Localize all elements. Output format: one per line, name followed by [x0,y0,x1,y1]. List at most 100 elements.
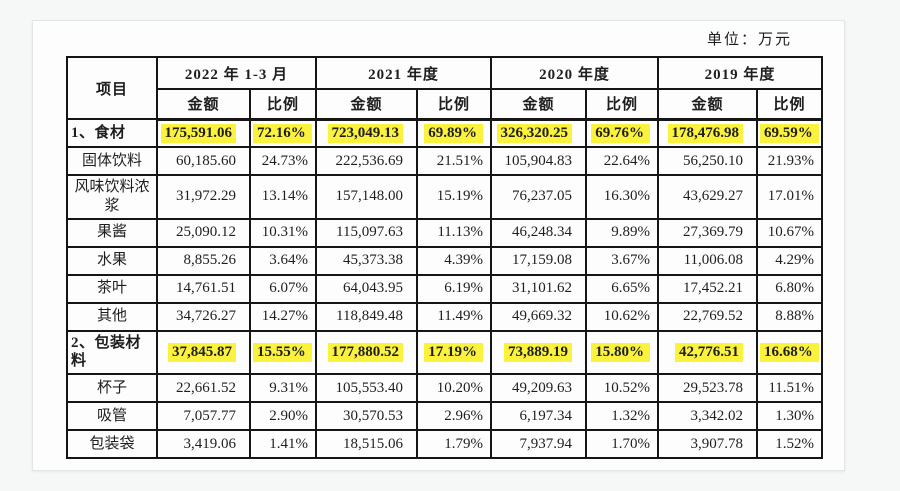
procurement-table: 项目 2022 年 1-3 月 2021 年度 2020 年度 2019 年度 … [66,56,824,459]
column-header-ratio: 比例 [249,88,317,121]
amount-cell: 31,101.62 [490,273,588,304]
amount-cell: 43,629.27 [657,174,759,220]
ratio-cell: 1.32% [585,401,660,431]
row-label: 吸管 [66,401,158,431]
ratio-cell: 1.52% [756,429,824,459]
ratio-cell: 10.52% [585,373,660,403]
ratio-cell: 24.73% [249,146,317,176]
amount-cell: 3,419.06 [156,429,251,459]
column-header-amount: 金额 [315,88,418,121]
ratio-cell: 6.19% [415,273,493,304]
ratio-cell: 1.30% [756,401,824,431]
ratio-cell: 10.31% [249,217,317,248]
ratio-cell: 10.62% [585,301,660,332]
row-label: 风味饮料浓浆 [66,174,158,220]
table-row: 固体饮料 60,185.60 24.73% 222,536.69 21.51% 105,… [66,146,824,176]
table-row: 吸管 7,057.77 2.90% 30,570.53 2.96% 6,197.34 1.… [66,401,824,431]
ratio-cell: 69.59% [756,118,824,148]
ratio-cell: 14.27% [249,301,317,332]
amount-cell: 177,880.52 [315,329,418,375]
amount-cell: 17,159.08 [490,245,588,276]
amount-cell: 11,006.08 [657,245,759,276]
ratio-cell: 16.30% [585,174,660,220]
header-sub-row: 金额 比例 金额 比例 金额 比例 金额 比例 [67,88,824,121]
ratio-cell: 11.13% [415,217,493,248]
ratio-cell: 3.67% [585,245,660,276]
ratio-cell: 15.19% [415,174,493,220]
ratio-cell: 15.80% [585,329,660,375]
row-label: 固体饮料 [66,146,158,176]
ratio-cell: 6.07% [249,273,317,304]
amount-cell: 7,057.77 [156,401,251,431]
document-panel: 单位：万元 项目 2022 年 1-3 月 2021 年度 2020 年度 20… [32,20,845,471]
ratio-cell: 1.41% [249,429,317,459]
amount-cell: 115,097.63 [315,217,418,248]
amount-cell: 64,043.95 [315,273,418,304]
column-header-period-2022: 2022 年 1-3 月 [156,56,317,90]
table-row: 其他 34,726.27 14.27% 118,849.48 11.49% 49,669… [66,301,824,332]
column-header-amount: 金额 [156,88,251,121]
amount-cell: 29,523.78 [657,373,759,403]
amount-cell: 45,373.38 [315,245,418,276]
ratio-cell: 9.31% [249,373,317,403]
amount-cell: 37,845.87 [156,329,251,375]
table-header: 项目 2022 年 1-3 月 2021 年度 2020 年度 2019 年度 … [66,56,824,121]
amount-cell: 30,570.53 [315,401,418,431]
amount-cell: 105,553.40 [315,373,418,403]
ratio-cell: 11.51% [756,373,824,403]
ratio-cell: 11.49% [415,301,493,332]
table-row: 风味饮料浓浆 31,972.29 13.14% 157,148.00 15.19% 76… [66,174,824,220]
table-row: 果酱 25,090.12 10.31% 115,097.63 11.13% 46,248… [66,217,824,248]
amount-cell: 6,197.34 [490,401,588,431]
ratio-cell: 13.14% [249,174,317,220]
header-period-row: 项目 2022 年 1-3 月 2021 年度 2020 年度 2019 年度 [66,56,824,120]
ratio-cell: 69.89% [415,118,493,148]
amount-cell: 25,090.12 [156,217,251,248]
amount-cell: 49,669.32 [490,301,588,332]
amount-cell: 27,369.79 [657,217,759,248]
ratio-cell: 1.79% [415,429,493,459]
ratio-cell: 10.20% [415,373,493,403]
amount-cell: 8,855.26 [156,245,251,276]
row-label: 其他 [66,301,158,332]
amount-cell: 18,515.06 [315,429,418,459]
ratio-cell: 10.67% [756,217,824,248]
ratio-cell: 8.88% [756,301,824,332]
table-row: 杯子 22,661.52 9.31% 105,553.40 10.20% 49,209.… [66,373,824,403]
ratio-cell: 6.65% [585,273,660,304]
amount-cell: 105,904.83 [490,146,588,176]
ratio-cell: 2.90% [249,401,317,431]
ratio-cell: 6.80% [756,273,824,304]
ratio-cell: 21.51% [415,146,493,176]
table-body: 1、食材 175,591.06 72.16% 723,049.13 69.89% 326… [66,118,824,459]
column-header-period-2019: 2019 年度 [657,56,824,90]
amount-cell: 31,972.29 [156,174,251,220]
amount-cell: 7,937.94 [490,429,588,459]
column-header-item: 项目 [66,56,158,120]
amount-cell: 14,761.51 [156,273,251,304]
table-row: 包装袋 3,419.06 1.41% 18,515.06 1.79% 7,937.94 1… [66,429,824,459]
amount-cell: 723,049.13 [315,118,418,148]
row-label: 茶叶 [66,273,158,304]
amount-cell: 178,476.98 [657,118,759,148]
table-row: 茶叶 14,761.51 6.07% 64,043.95 6.19% 31,101.62… [66,273,824,304]
column-header-ratio: 比例 [585,88,660,121]
ratio-cell: 22.64% [585,146,660,176]
ratio-cell: 9.89% [585,217,660,248]
amount-cell: 42,776.51 [657,329,759,375]
amount-cell: 56,250.10 [657,146,759,176]
row-label: 包装袋 [66,429,158,459]
row-label: 1、食材 [66,118,158,148]
column-header-amount: 金额 [657,88,759,121]
column-header-amount: 金额 [490,88,588,121]
column-header-ratio: 比例 [415,88,493,121]
amount-cell: 76,237.05 [490,174,588,220]
ratio-cell: 21.93% [756,146,824,176]
column-header-ratio: 比例 [756,88,824,121]
table-row: 1、食材 175,591.06 72.16% 723,049.13 69.89% 326… [66,118,824,148]
ratio-cell: 72.16% [249,118,317,148]
amount-cell: 60,185.60 [156,146,251,176]
table-row: 水果 8,855.26 3.64% 45,373.38 4.39% 17,159.08 3… [66,245,824,276]
row-label: 2、包装材料 [66,329,158,375]
